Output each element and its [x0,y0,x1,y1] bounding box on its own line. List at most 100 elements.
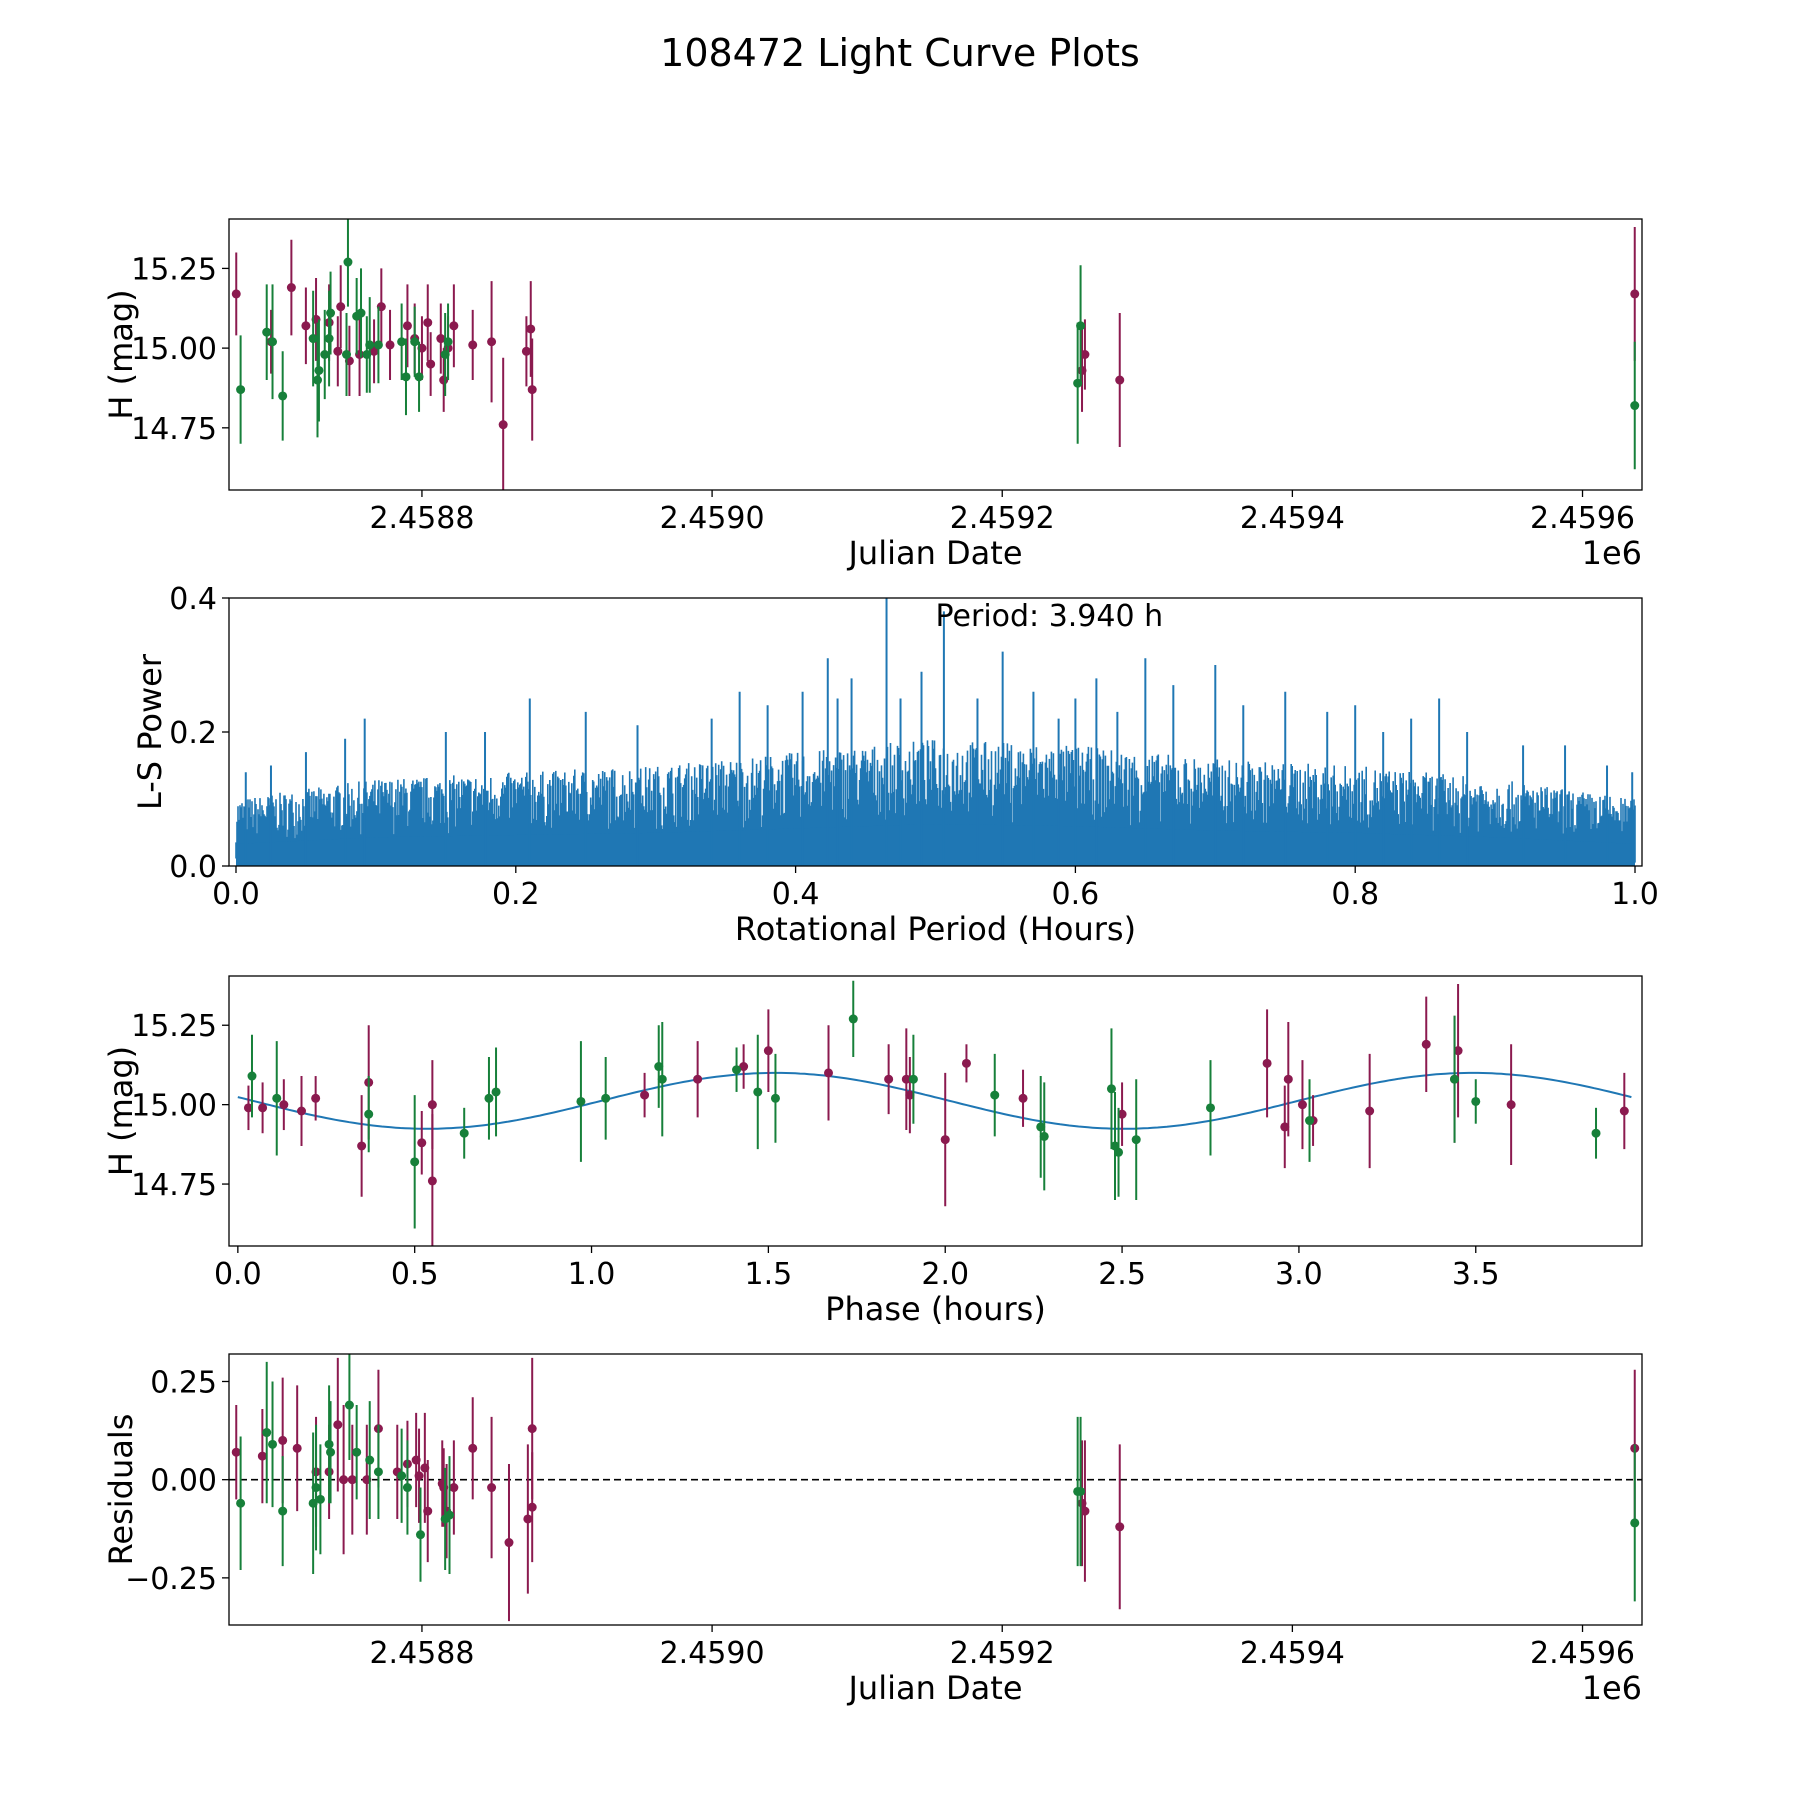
x-tick-label: 0.6 [1052,877,1100,912]
periodogram-panel: Period: 3.940 h 0.0 0.2 0.4 0.6 0.8 1.0 0.0 0.2 0… [131,582,1659,948]
data-point [311,1093,321,1103]
data-point [1036,1122,1046,1132]
data-point [410,1157,420,1167]
x-tick-label: 2.5 [1098,1257,1146,1292]
residuals-frame [228,1353,1643,1626]
data-point [402,321,412,331]
data-point [1453,1046,1463,1056]
data-point [1080,1506,1090,1516]
data-point [373,1467,383,1477]
x-tick-label: 0.5 [391,1257,439,1292]
data-point [1450,1074,1460,1084]
data-point [1297,1100,1307,1110]
residuals-panel: 2.4588 2.4590 2.4592 2.4594 2.4596 −0.25 0.00 0… [102,1353,1643,1707]
data-point [770,1093,780,1103]
period-annotation: Period: 3.940 h [936,599,1164,634]
data-point [356,308,366,318]
data-point [527,1424,537,1434]
data-point [410,337,420,347]
x-offset-label: 1e6 [1582,1669,1642,1707]
y-tick-label: 15.25 [131,1009,217,1044]
data-point [753,1087,763,1097]
y-tick-label: 0.00 [150,1464,217,1499]
data-point [364,1109,374,1119]
x-tick-label: 0.0 [212,877,260,912]
data-point [1039,1131,1049,1141]
data-point [311,1483,321,1493]
data-point [402,1483,412,1493]
x-tick-label: 2.4594 [1240,501,1345,536]
data-point [258,1103,268,1113]
data-point [397,337,407,347]
data-point [352,1447,362,1457]
y-tick-label: 15.25 [131,252,217,287]
data-point [369,346,379,356]
x-tick-label: 2.4588 [369,1636,474,1671]
data-point [884,1074,894,1084]
periodogram-plot-area [235,598,1636,866]
data-point [1471,1096,1481,1106]
data-point [443,337,453,347]
data-point [908,1074,918,1084]
red-series [231,1357,1640,1622]
red-series [231,226,1640,490]
x-tick-label: 2.4594 [1240,1636,1345,1671]
data-point [414,1471,424,1481]
data-point [427,1100,437,1110]
y-axis-label: H (mag) [102,1046,140,1176]
data-point [292,1443,302,1453]
data-point [320,350,330,359]
data-point [1365,1106,1375,1116]
data-point [1619,1106,1629,1116]
x-tick-label: 0.4 [772,877,820,912]
green-series [247,980,1601,1229]
data-point [1080,350,1090,359]
data-point [1280,1122,1290,1132]
x-tick-label: 0.2 [492,877,540,912]
phased-panel: 0.0 0.5 1.0 1.5 2.0 2.5 3.0 3.5 14.75 15.00 15.25 P… [102,975,1643,1328]
residuals-plot-area [229,1354,1642,1622]
data-point [247,1071,257,1081]
x-axis-label: Julian Date [846,534,1022,572]
data-point [491,1087,501,1097]
data-point [436,334,446,344]
x-tick-label: 0.8 [1331,877,1379,912]
x-tick-label: 2.4592 [950,1636,1055,1671]
data-point [527,1502,537,1512]
data-point [1305,1116,1315,1126]
data-point [286,283,296,293]
x-tick-label: 0.0 [214,1257,262,1292]
red-series [243,983,1629,1246]
data-point [848,1014,858,1024]
data-point [401,372,411,382]
data-point [278,1506,288,1516]
data-point [324,1439,334,1449]
data-point [243,1103,253,1113]
data-point [468,340,478,350]
phased-frame [228,975,1643,1247]
data-point [312,375,322,385]
lightcurve-panel: 2.4588 2.4590 2.4592 2.4594 2.4596 14.75 15.00… [102,218,1643,572]
data-point [426,359,436,369]
data-point [1591,1128,1601,1138]
data-point [1076,1486,1086,1496]
data-point [763,1046,773,1056]
data-point [504,1538,514,1548]
data-point [654,1062,664,1072]
data-point [357,1141,367,1151]
y-tick-label: −0.25 [125,1562,217,1597]
data-point [427,1176,437,1186]
data-point [484,1093,494,1103]
data-point [1630,289,1640,299]
data-point [344,1400,354,1410]
data-point [231,1447,241,1457]
data-point [1630,401,1640,411]
phased-plot-area [237,980,1632,1246]
data-point [278,391,288,401]
y-tick-label: 0.2 [169,716,217,751]
x-axis-label: Julian Date [846,1669,1022,1707]
data-point [732,1065,742,1075]
data-point [1076,321,1086,331]
x-tick-label: 2.4596 [1530,501,1635,536]
data-point [1106,1084,1116,1094]
